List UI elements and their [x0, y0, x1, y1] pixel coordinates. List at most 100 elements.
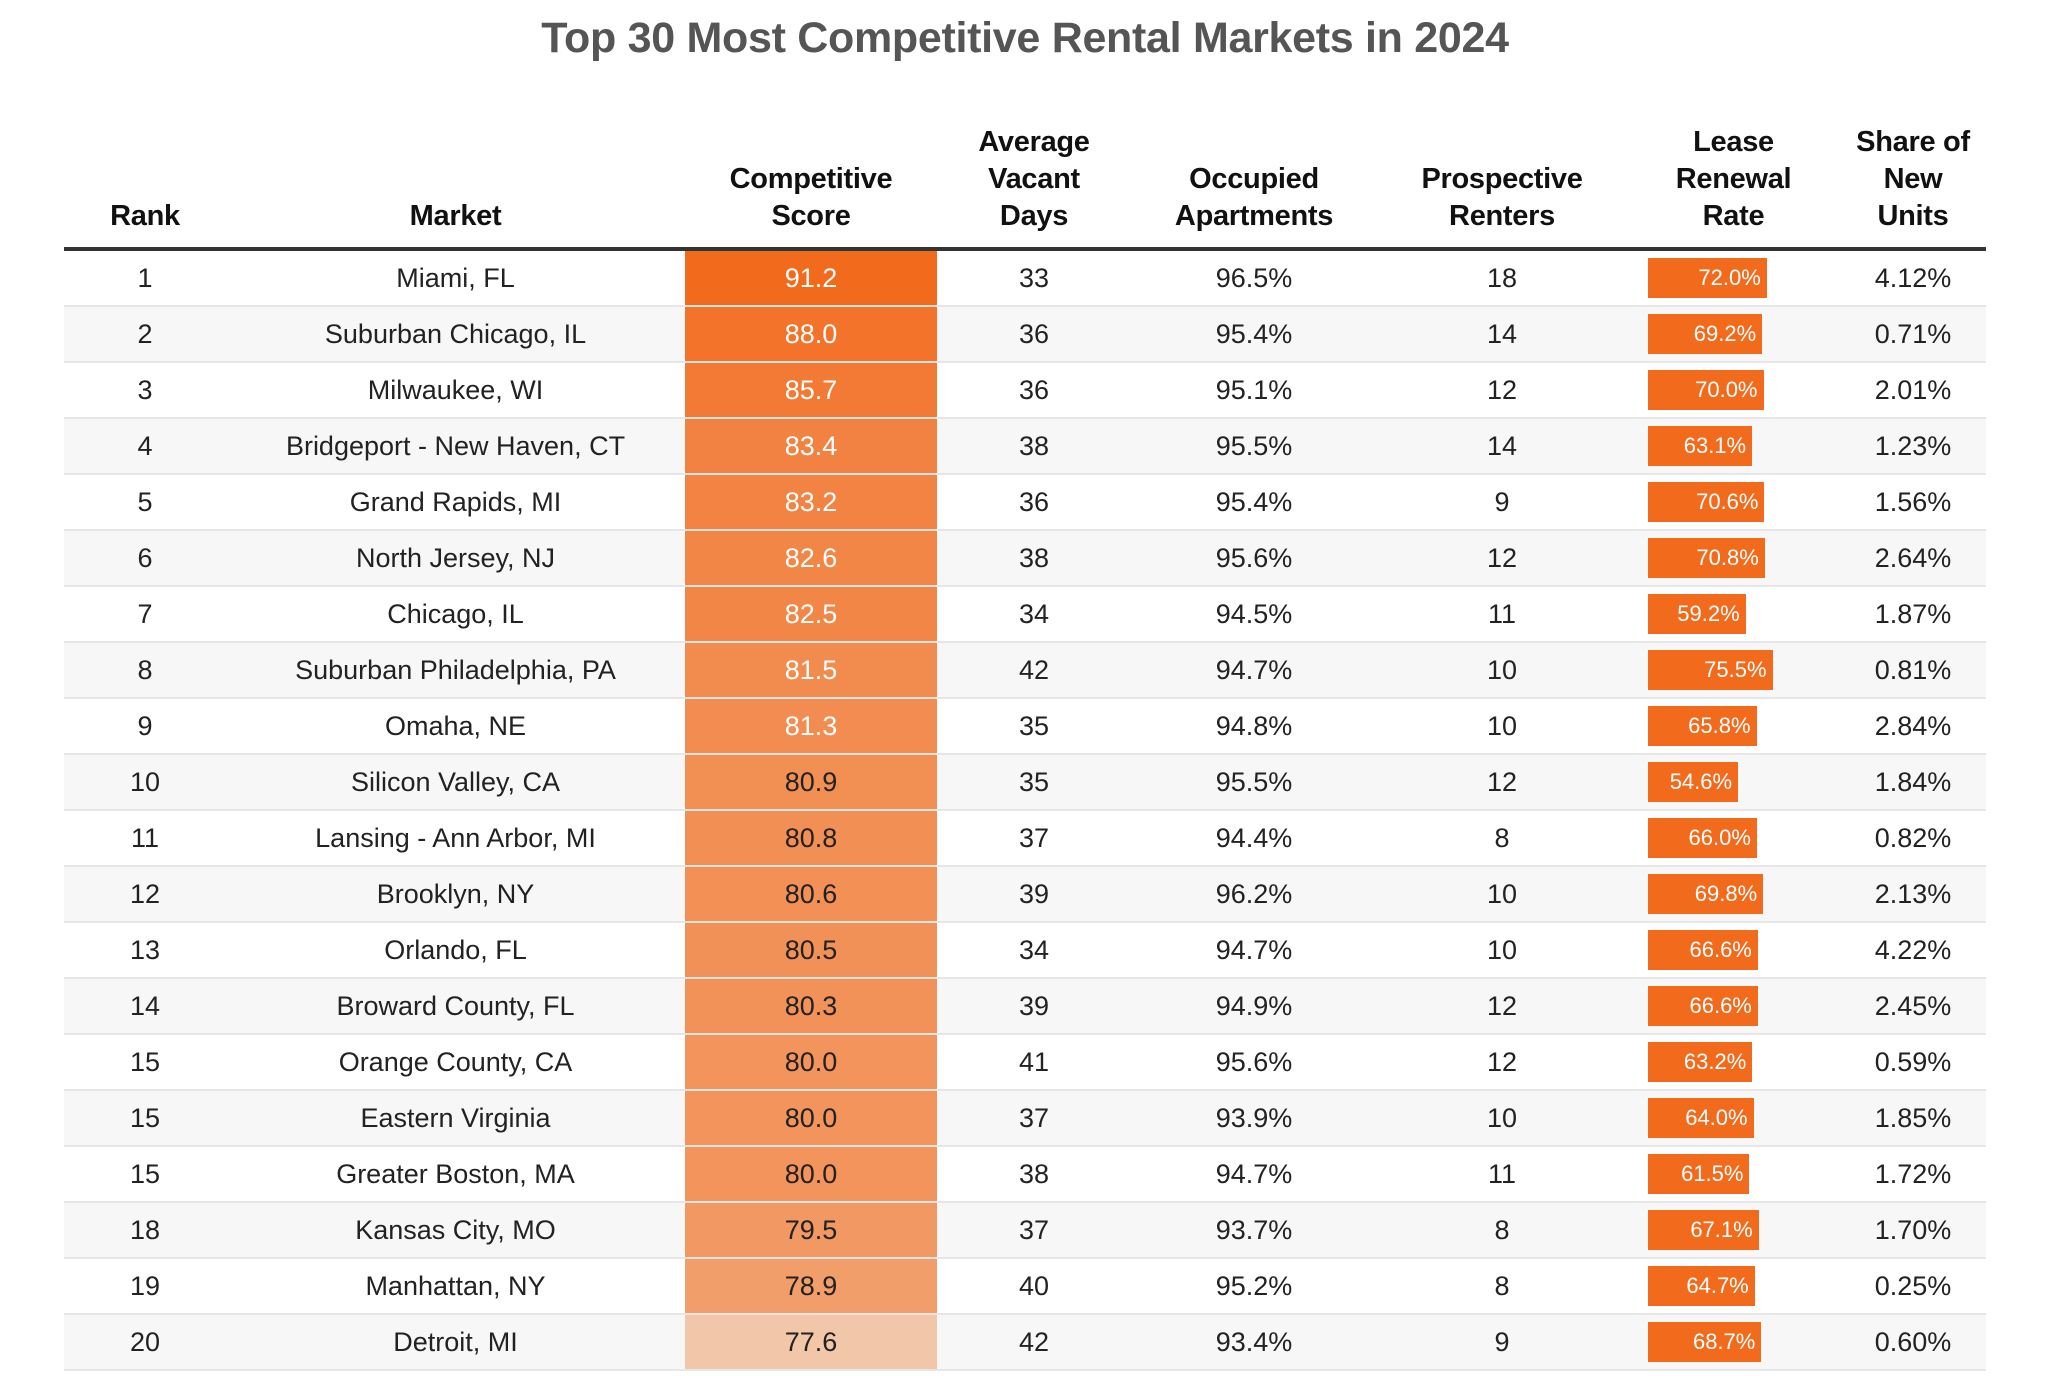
vacant-days-cell: 36 [937, 306, 1131, 363]
lease-renewal-cell: 54.6% [1627, 754, 1840, 811]
column-header-share-of-new-units[interactable]: Share of New Units [1840, 124, 1986, 251]
occupied-apartments-cell: 94.5% [1131, 586, 1377, 643]
prospective-renters-cell: 8 [1377, 810, 1627, 867]
lease-renewal-bar: 75.5% [1648, 650, 1773, 690]
rank-cell: 15 [64, 1034, 226, 1091]
lease-renewal-cell: 70.6% [1627, 474, 1840, 531]
lease-renewal-bar: 63.2% [1648, 1042, 1753, 1082]
occupied-apartments-cell: 93.9% [1131, 1090, 1377, 1147]
prospective-renters-cell: 12 [1377, 1034, 1627, 1091]
column-header-line: Renters [1449, 200, 1555, 232]
vacant-days-cell: 36 [937, 474, 1131, 531]
column-header-line: Average [978, 126, 1090, 158]
vacant-days-cell: 37 [937, 1202, 1131, 1259]
market-cell: Kansas City, MO [226, 1202, 685, 1259]
prospective-renters-cell: 12 [1377, 754, 1627, 811]
column-header-line: Score [771, 200, 851, 232]
column-header-average-vacant-days[interactable]: Average Vacant Days [937, 124, 1131, 251]
prospective-renters-cell: 8 [1377, 1258, 1627, 1315]
occupied-apartments-cell: 95.5% [1131, 418, 1377, 475]
occupied-apartments-cell: 94.4% [1131, 810, 1377, 867]
vacant-days-cell: 38 [937, 530, 1131, 587]
lease-renewal-cell: 61.5% [1627, 1146, 1840, 1203]
column-header-rank[interactable]: Rank [64, 124, 226, 251]
rank-cell: 13 [64, 922, 226, 979]
rank-cell: 20 [64, 1314, 226, 1371]
lease-renewal-cell: 66.6% [1627, 922, 1840, 979]
lease-renewal-cell: 64.0% [1627, 1090, 1840, 1147]
occupied-apartments-cell: 94.7% [1131, 642, 1377, 699]
share-new-units-cell: 2.84% [1840, 698, 1986, 755]
prospective-renters-cell: 10 [1377, 642, 1627, 699]
occupied-apartments-cell: 94.8% [1131, 698, 1377, 755]
column-header-line: Units [1877, 200, 1949, 232]
lease-renewal-bar: 66.0% [1648, 818, 1757, 858]
lease-renewal-cell: 66.0% [1627, 810, 1840, 867]
table-row: 11 Lansing - Ann Arbor, MI 80.8 37 94.4% 8 66.… [64, 810, 1986, 867]
lease-renewal-bar: 69.2% [1648, 314, 1763, 354]
lease-renewal-bar: 66.6% [1648, 930, 1758, 970]
share-new-units-cell: 1.85% [1840, 1090, 1986, 1147]
market-cell: Orange County, CA [226, 1034, 685, 1091]
share-new-units-cell: 1.84% [1840, 754, 1986, 811]
table-row: 15 Eastern Virginia 80.0 37 93.9% 10 64.0% 1.85… [64, 1090, 1986, 1147]
share-new-units-cell: 2.45% [1840, 978, 1986, 1035]
vacant-days-cell: 37 [937, 1090, 1131, 1147]
vacant-days-cell: 34 [937, 922, 1131, 979]
column-header-prospective-renters[interactable]: Prospective Renters [1377, 124, 1627, 251]
lease-renewal-cell: 75.5% [1627, 642, 1840, 699]
column-header-competitive-score[interactable]: Competitive Score [685, 124, 937, 251]
share-new-units-cell: 0.82% [1840, 810, 1986, 867]
share-new-units-cell: 1.72% [1840, 1146, 1986, 1203]
vacant-days-cell: 41 [937, 1034, 1131, 1091]
lease-renewal-cell: 68.7% [1627, 1314, 1840, 1371]
rank-cell: 10 [64, 754, 226, 811]
table-row: 3 Milwaukee, WI 85.7 36 95.1% 12 70.0% 2.01% [64, 362, 1986, 419]
competitive-score-cell: 80.0 [685, 1034, 937, 1091]
prospective-renters-cell: 14 [1377, 418, 1627, 475]
lease-renewal-cell: 64.7% [1627, 1258, 1840, 1315]
column-header-line: Vacant [988, 163, 1080, 195]
lease-renewal-bar: 72.0% [1648, 258, 1767, 298]
competitive-score-cell: 80.6 [685, 866, 937, 923]
prospective-renters-cell: 10 [1377, 866, 1627, 923]
lease-renewal-cell: 69.2% [1627, 306, 1840, 363]
rank-cell: 11 [64, 810, 226, 867]
competitive-score-cell: 77.6 [685, 1314, 937, 1371]
lease-renewal-cell: 70.8% [1627, 530, 1840, 587]
lease-renewal-bar: 67.1% [1648, 1210, 1759, 1250]
market-cell: Eastern Virginia [226, 1090, 685, 1147]
table-row: 5 Grand Rapids, MI 83.2 36 95.4% 9 70.6% 1.56% [64, 474, 1986, 531]
competitive-score-cell: 80.9 [685, 754, 937, 811]
column-header-line: Days [999, 200, 1069, 232]
occupied-apartments-cell: 96.5% [1131, 249, 1377, 307]
share-new-units-cell: 0.60% [1840, 1314, 1986, 1371]
prospective-renters-cell: 12 [1377, 978, 1627, 1035]
occupied-apartments-cell: 95.2% [1131, 1258, 1377, 1315]
vacant-days-cell: 42 [937, 1314, 1131, 1371]
occupied-apartments-cell: 95.6% [1131, 1034, 1377, 1091]
vacant-days-cell: 39 [937, 978, 1131, 1035]
prospective-renters-cell: 11 [1377, 1146, 1627, 1203]
column-header-line: Market [409, 200, 502, 232]
share-new-units-cell: 1.70% [1840, 1202, 1986, 1259]
market-cell: Brooklyn, NY [226, 866, 685, 923]
rank-cell: 4 [64, 418, 226, 475]
market-cell: Grand Rapids, MI [226, 474, 685, 531]
share-new-units-cell: 0.71% [1840, 306, 1986, 363]
column-header-line: Competitive [729, 163, 893, 195]
vacant-days-cell: 33 [937, 249, 1131, 307]
competitive-score-cell: 80.0 [685, 1090, 937, 1147]
table-row: 9 Omaha, NE 81.3 35 94.8% 10 65.8% 2.84% [64, 698, 1986, 755]
lease-renewal-bar: 66.6% [1648, 986, 1758, 1026]
column-header-lease-renewal-rate[interactable]: Lease Renewal Rate [1627, 124, 1840, 251]
share-new-units-cell: 4.22% [1840, 922, 1986, 979]
column-header-occupied-apartments[interactable]: Occupied Apartments [1131, 124, 1377, 251]
competitive-score-cell: 81.5 [685, 642, 937, 699]
prospective-renters-cell: 9 [1377, 474, 1627, 531]
column-header-market[interactable]: Market [226, 124, 685, 251]
rank-cell: 8 [64, 642, 226, 699]
rank-cell: 19 [64, 1258, 226, 1315]
lease-renewal-bar: 65.8% [1648, 706, 1757, 746]
column-header-line: Renewal [1675, 163, 1792, 195]
